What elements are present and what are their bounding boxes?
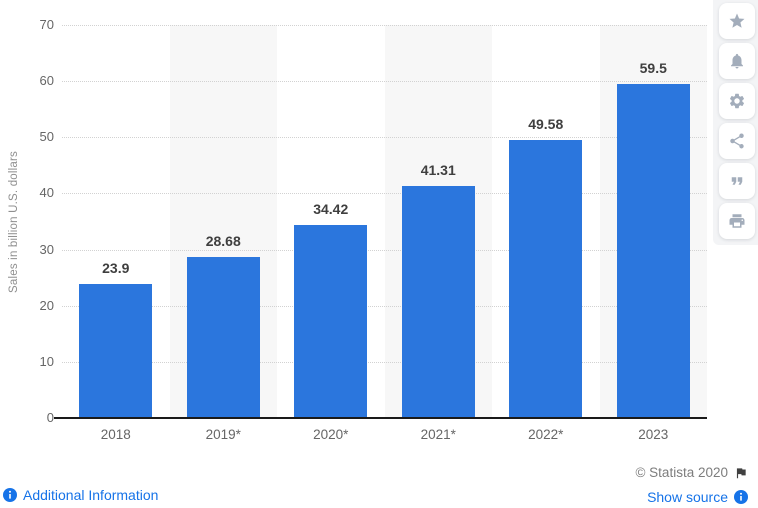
y-tick-label: 30	[39, 241, 54, 257]
x-axis-label: 2021*	[420, 427, 456, 442]
favorite-button[interactable]	[719, 3, 755, 39]
gridline	[62, 81, 707, 83]
copyright-text: © Statista 2020	[635, 465, 728, 480]
flag-icon	[736, 467, 746, 478]
settings-button[interactable]	[719, 83, 755, 119]
gridline	[62, 305, 707, 307]
y-tick-label: 50	[39, 129, 54, 145]
chart-column: 41.31 2021*	[384, 25, 492, 442]
y-tick-label: 10	[39, 353, 54, 369]
y-axis-title: Sales in billion U.S. dollars	[8, 151, 20, 293]
bar[interactable]	[294, 224, 368, 418]
gridline	[62, 25, 707, 26]
bar-value-label: 59.5	[639, 59, 667, 76]
info-icon	[734, 490, 748, 504]
additional-information-link[interactable]: Additional Information	[3, 487, 158, 503]
chart-column: 28.68 2019*	[169, 25, 277, 442]
chart-column: 49.58 2022*	[492, 25, 600, 442]
print-button[interactable]	[719, 203, 755, 239]
y-tick-label: 20	[39, 297, 54, 313]
x-axis-line	[54, 417, 707, 419]
x-axis-label: 2019*	[205, 427, 241, 442]
bar[interactable]	[186, 256, 260, 418]
info-icon	[3, 488, 17, 502]
chart-column: 59.5 2023	[599, 25, 707, 442]
bell-icon	[731, 53, 743, 69]
copyright: © Statista 2020	[635, 465, 748, 480]
x-axis-label: 2020*	[313, 427, 349, 442]
cite-button[interactable]	[719, 163, 755, 199]
gear-icon	[729, 93, 745, 109]
gridline	[62, 361, 707, 363]
y-tick-label: 60	[39, 73, 54, 89]
plot-area: 23.9 2018 28.68 2019* 34.42 2020* 41.31 2021* 49…	[62, 25, 707, 442]
printer-icon	[729, 214, 745, 228]
x-axis-label: 2018	[100, 427, 131, 442]
y-tick-label: 70	[39, 17, 54, 32]
gridline	[62, 249, 707, 251]
share-button[interactable]	[719, 123, 755, 159]
bar-value-label: 49.58	[528, 115, 564, 132]
chart-column: 23.9 2018	[62, 25, 170, 442]
share-icon	[730, 133, 744, 149]
alerts-button[interactable]	[719, 43, 755, 79]
gridline	[62, 193, 707, 195]
bar-value-label: 23.9	[102, 259, 130, 276]
quote-icon	[731, 177, 743, 185]
star-icon	[729, 13, 745, 28]
bar[interactable]	[401, 186, 475, 418]
bar[interactable]	[616, 83, 690, 418]
gridline	[62, 137, 707, 139]
y-tick-label: 0	[46, 410, 54, 425]
bar-value-label: 28.68	[205, 232, 241, 249]
x-axis-label: 2022*	[528, 427, 564, 442]
show-source-label: Show source	[647, 489, 728, 505]
bar[interactable]	[79, 283, 153, 418]
y-tick-label: 40	[39, 185, 54, 201]
bar[interactable]	[509, 139, 583, 418]
x-axis-label: 2023	[638, 427, 669, 442]
show-source-link[interactable]: Show source	[647, 489, 748, 505]
bar-value-label: 41.31	[420, 162, 456, 179]
chart-column: 34.42 2020*	[277, 25, 385, 442]
bar-value-label: 34.42	[313, 200, 349, 217]
additional-information-label: Additional Information	[23, 487, 159, 503]
